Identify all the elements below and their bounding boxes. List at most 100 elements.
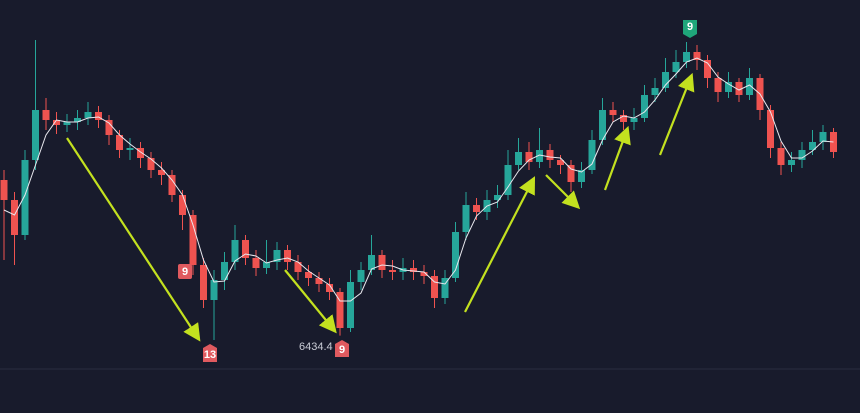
- candle-body: [284, 250, 291, 262]
- candle-body: [420, 272, 428, 276]
- marker-label: 9: [182, 266, 188, 278]
- arrow: [545, 174, 581, 210]
- marker: 13: [203, 344, 217, 362]
- candle-body: [473, 205, 480, 212]
- candle-body: [620, 115, 627, 122]
- candle-body: [221, 262, 228, 280]
- marker: 9: [683, 20, 697, 38]
- marker: 9: [335, 340, 349, 357]
- candle-body: [798, 150, 806, 160]
- candle-body: [273, 250, 281, 262]
- candle-body: [326, 284, 333, 292]
- candle-body: [777, 148, 785, 165]
- candle-body: [410, 268, 417, 272]
- candle-body: [305, 272, 312, 278]
- candle-body: [641, 95, 648, 118]
- candle-body: [158, 170, 165, 175]
- marker-label: 9: [339, 344, 345, 356]
- marker-box: [203, 344, 217, 362]
- candle-body: [809, 142, 816, 150]
- price-label: 6434.4: [299, 341, 333, 353]
- candle-body: [693, 52, 701, 60]
- candle-body: [137, 148, 144, 158]
- candle-body: [189, 215, 197, 265]
- candles: [0, 40, 837, 340]
- candle-body: [462, 205, 470, 232]
- marker-box: [683, 20, 697, 38]
- candle-body: [147, 158, 155, 170]
- marker-label: 13: [204, 349, 216, 361]
- candle-body: [504, 165, 512, 195]
- candle-body: [11, 200, 18, 235]
- candle-body: [168, 175, 176, 195]
- marker-label: 9: [687, 21, 693, 33]
- candle-body: [683, 52, 690, 62]
- candle-body: [735, 82, 743, 95]
- candle-body: [546, 150, 554, 160]
- candle-body: [567, 165, 575, 182]
- candle-body: [368, 255, 375, 270]
- candle-body: [767, 110, 774, 148]
- candle-body: [210, 280, 218, 300]
- candle-body: [389, 270, 396, 272]
- arrow: [66, 137, 201, 342]
- candle-body: [630, 118, 638, 122]
- candle-body: [347, 282, 354, 328]
- candle-body: [588, 140, 596, 170]
- candle-body: [714, 78, 722, 92]
- candle-body: [599, 110, 606, 140]
- marker-box: [335, 340, 349, 357]
- moving-average: [3, 57, 834, 302]
- candle-body: [126, 148, 134, 150]
- candle-body: [74, 118, 81, 122]
- candle-body: [431, 276, 438, 298]
- candle-body: [105, 120, 113, 135]
- candle-body: [357, 270, 365, 282]
- candle-body: [441, 278, 449, 298]
- candle-body: [63, 122, 71, 125]
- candle-body: [557, 160, 564, 165]
- arrow: [658, 72, 695, 156]
- candle-body: [672, 62, 680, 72]
- candle-body: [53, 120, 60, 125]
- candle-body: [242, 240, 249, 258]
- candle-body: [494, 195, 501, 200]
- candle-body: [819, 132, 827, 142]
- candle-body: [578, 170, 585, 182]
- arrow: [464, 176, 536, 313]
- candle-body: [525, 152, 533, 162]
- candle-body: [32, 110, 39, 160]
- candle-body: [315, 278, 323, 284]
- candle-body: [452, 232, 459, 278]
- annotation-arrows: [66, 72, 695, 342]
- candle-body: [231, 240, 239, 262]
- marker: 9: [178, 264, 192, 279]
- candle-body: [252, 258, 260, 268]
- candle-body: [662, 72, 669, 88]
- candle-body: [746, 78, 753, 95]
- candle-body: [21, 160, 29, 235]
- arrow: [284, 269, 337, 334]
- candle-body: [609, 110, 617, 115]
- candle-body: [42, 110, 50, 120]
- candle-body: [95, 112, 102, 120]
- candle-body: [336, 292, 344, 328]
- candle-body: [515, 152, 522, 165]
- candle-body: [294, 262, 302, 272]
- candle-body: [704, 60, 711, 78]
- candle-body: [179, 195, 186, 215]
- marker-box: [178, 264, 192, 279]
- candle-body: [725, 82, 732, 92]
- candle-body: [536, 150, 543, 162]
- candle-body: [651, 88, 659, 95]
- candle-body: [788, 160, 795, 165]
- candle-body: [84, 112, 92, 118]
- candle-body: [263, 262, 270, 268]
- candle-body: [200, 265, 207, 300]
- arrow: [603, 125, 631, 191]
- candle-body: [0, 180, 8, 200]
- candle-body: [116, 135, 123, 150]
